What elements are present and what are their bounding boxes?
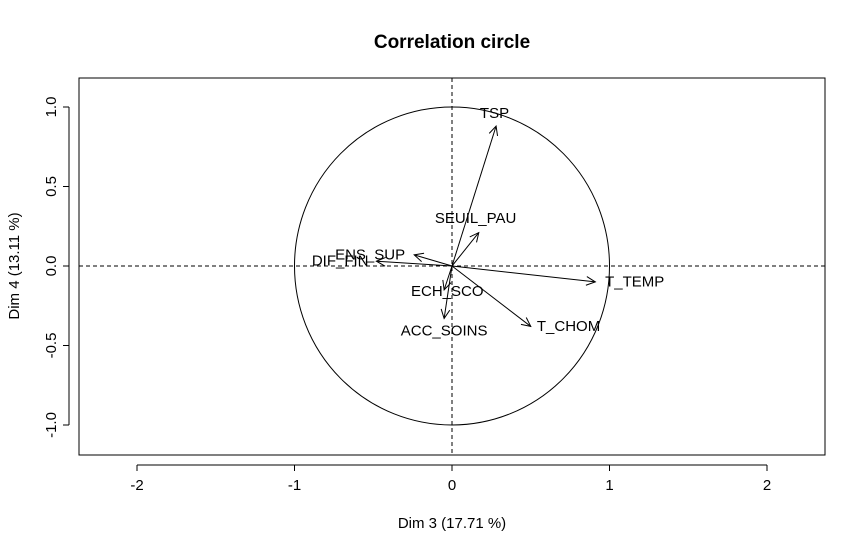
chart-title: Correlation circle (374, 32, 530, 53)
variable-label: ENS_SUP (335, 246, 405, 263)
variable-label: T_CHOM (537, 318, 600, 335)
variable-arrow (451, 124, 499, 267)
arrow-shaft (451, 265, 596, 283)
arrow-shaft (443, 265, 453, 291)
variable-label: ECH_SCO (411, 283, 484, 300)
x-tick-label: 0 (448, 477, 456, 494)
arrow-shaft (376, 260, 453, 267)
arrow-head (469, 231, 480, 243)
arrow-head (585, 276, 597, 286)
arrow-head (440, 308, 451, 320)
arrow-head (520, 317, 532, 328)
y-tick-label: 0.0 (43, 256, 60, 277)
variable-arrow (451, 265, 532, 328)
y-tick-label: -0.5 (43, 333, 60, 359)
variable-label: TSP (480, 105, 509, 122)
variable-label: ACC_SOINS (401, 323, 488, 340)
y-tick-label: 0.5 (43, 176, 60, 197)
variable-arrow (451, 231, 480, 267)
variable-arrow (375, 257, 453, 267)
variable-arrow (440, 265, 453, 320)
arrow-head (488, 124, 499, 137)
arrow-shaft (414, 254, 453, 267)
y-axis-title: Dim 4 (13.11 %) (6, 212, 23, 319)
variable-arrow (413, 252, 453, 267)
arrow-shaft (451, 125, 497, 267)
variable-label: SEUIL_PAU (435, 210, 516, 227)
arrow-head (413, 252, 425, 262)
x-tick-label: -2 (130, 477, 143, 494)
x-tick-label: 2 (763, 477, 771, 494)
x-axis-title: Dim 3 (17.71 %) (398, 515, 506, 532)
y-tick-label: -1.0 (43, 412, 60, 438)
variable-label: DIF_FIN (312, 253, 369, 270)
x-tick-label: 1 (605, 477, 613, 494)
arrow-head (375, 257, 386, 267)
arrow-shaft (451, 265, 532, 327)
x-tick-label: -1 (288, 477, 301, 494)
variable-arrow (451, 265, 597, 286)
arrow-shaft (443, 265, 453, 319)
y-tick-label: 1.0 (43, 97, 60, 118)
variable-label: T_TEMP (605, 273, 664, 290)
arrow-shaft (451, 232, 480, 267)
